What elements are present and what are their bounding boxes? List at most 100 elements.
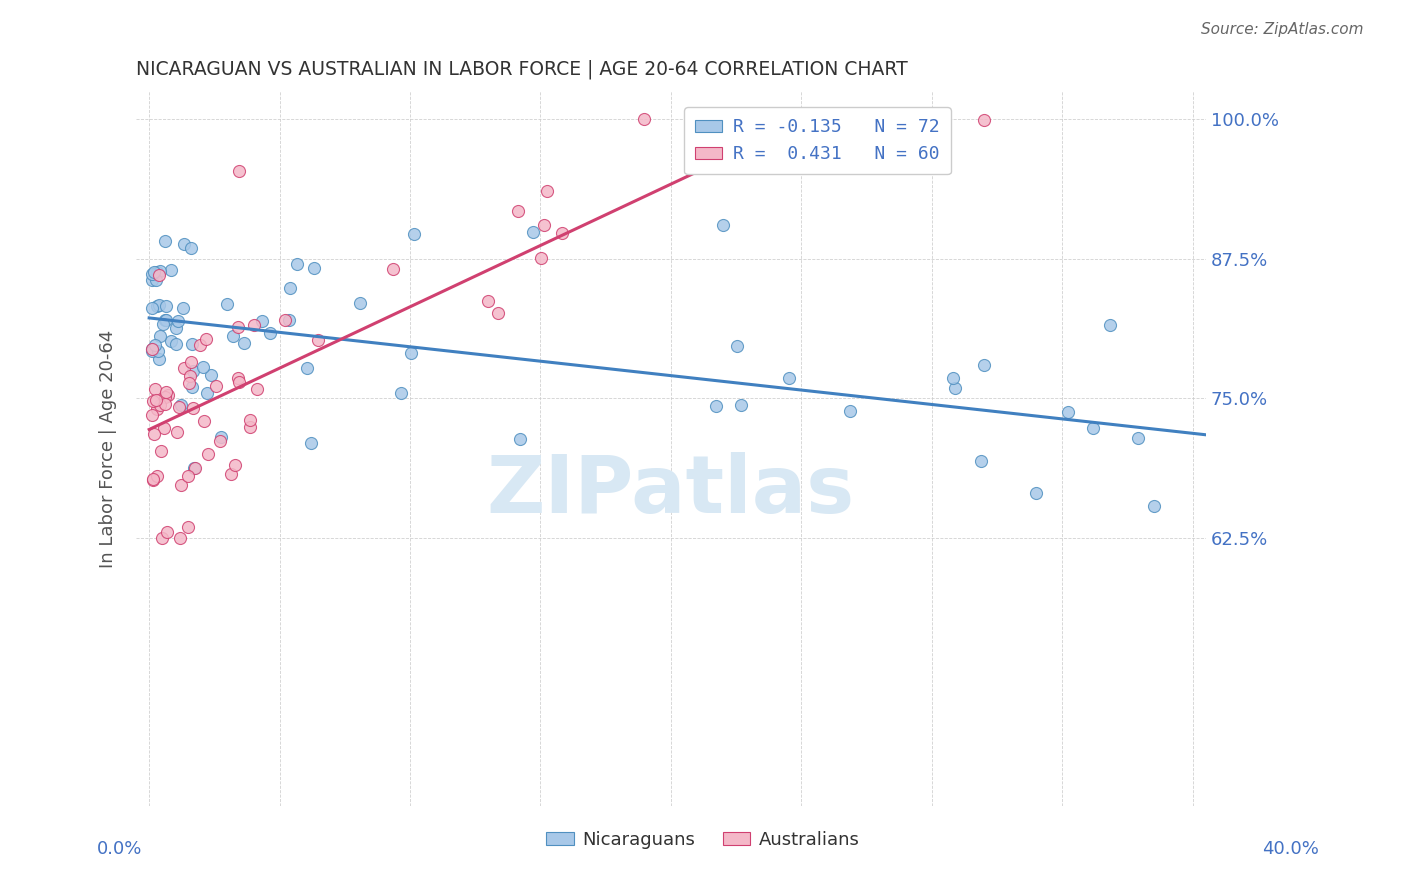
Point — [973, 358, 995, 372]
Point — [155, 313, 177, 327]
Point — [228, 164, 250, 178]
Point — [155, 384, 177, 399]
Point — [1364, 598, 1386, 612]
Point — [146, 299, 169, 313]
Point — [142, 394, 165, 409]
Point — [222, 329, 245, 343]
Point — [149, 443, 172, 458]
Point — [195, 332, 218, 346]
Point — [155, 234, 177, 248]
Point — [181, 380, 204, 394]
Point — [228, 376, 250, 390]
Point — [193, 359, 215, 374]
Point — [149, 329, 172, 343]
Point — [152, 318, 174, 332]
Point — [183, 401, 205, 416]
Text: 40.0%: 40.0% — [1263, 840, 1319, 858]
Point — [277, 313, 299, 327]
Point — [226, 370, 249, 384]
Point — [530, 251, 553, 265]
Point — [159, 334, 181, 349]
Point — [165, 321, 187, 335]
Point — [536, 184, 558, 198]
Point — [188, 338, 211, 352]
Point — [155, 312, 177, 326]
Point — [166, 314, 188, 328]
Point — [215, 297, 238, 311]
Point — [1391, 368, 1406, 383]
Point — [148, 268, 170, 282]
Point — [401, 345, 423, 359]
Point — [232, 336, 254, 351]
Point — [142, 426, 165, 441]
Text: NICARAGUAN VS AUSTRALIAN IN LABOR FORCE | AGE 20-64 CORRELATION CHART: NICARAGUAN VS AUSTRALIAN IN LABOR FORCE … — [136, 60, 908, 79]
Point — [179, 369, 201, 384]
Point — [170, 398, 193, 412]
Point — [141, 268, 163, 282]
Point — [778, 370, 800, 384]
Point — [169, 531, 191, 545]
Point — [148, 298, 170, 312]
Point — [141, 344, 163, 359]
Point — [297, 361, 319, 376]
Point — [197, 447, 219, 461]
Point — [506, 203, 529, 218]
Point — [148, 351, 170, 366]
Point — [204, 379, 226, 393]
Point — [180, 355, 202, 369]
Point — [382, 261, 405, 276]
Point — [633, 112, 655, 127]
Point — [246, 382, 269, 396]
Point — [142, 472, 165, 486]
Point — [141, 408, 163, 422]
Point — [195, 386, 218, 401]
Point — [146, 343, 169, 358]
Point — [193, 414, 215, 428]
Point — [533, 219, 555, 233]
Point — [170, 478, 193, 492]
Point — [219, 467, 242, 482]
Point — [184, 461, 207, 475]
Point — [149, 398, 172, 412]
Point — [226, 320, 249, 334]
Point — [177, 519, 200, 533]
Point — [149, 263, 172, 277]
Point — [250, 314, 273, 328]
Point — [141, 273, 163, 287]
Point — [155, 299, 177, 313]
Point — [943, 381, 966, 395]
Legend: R = -0.135   N = 72, R =  0.431   N = 60: R = -0.135 N = 72, R = 0.431 N = 60 — [685, 107, 950, 174]
Point — [160, 263, 183, 277]
Point — [243, 318, 266, 332]
Point — [167, 400, 190, 414]
Point — [146, 265, 169, 279]
Point — [389, 386, 412, 401]
Point — [486, 306, 509, 320]
Point — [157, 388, 180, 402]
Point — [239, 420, 262, 434]
Point — [1025, 486, 1047, 500]
Point — [522, 225, 544, 239]
Point — [150, 531, 173, 545]
Point — [146, 401, 169, 416]
Point — [209, 430, 232, 444]
Point — [145, 273, 167, 287]
Point — [141, 301, 163, 315]
Point — [307, 334, 329, 348]
Point — [145, 392, 167, 407]
Point — [280, 281, 302, 295]
Point — [208, 434, 231, 449]
Point — [155, 390, 177, 404]
Y-axis label: In Labor Force | Age 20-64: In Labor Force | Age 20-64 — [100, 329, 117, 567]
Point — [224, 458, 246, 472]
Point — [287, 257, 309, 271]
Point — [177, 468, 200, 483]
Point — [156, 525, 179, 540]
Point — [973, 113, 995, 128]
Point — [704, 399, 727, 413]
Point — [155, 396, 177, 410]
Point — [730, 398, 752, 412]
Point — [145, 468, 167, 483]
Text: 0.0%: 0.0% — [97, 840, 142, 858]
Point — [711, 218, 734, 232]
